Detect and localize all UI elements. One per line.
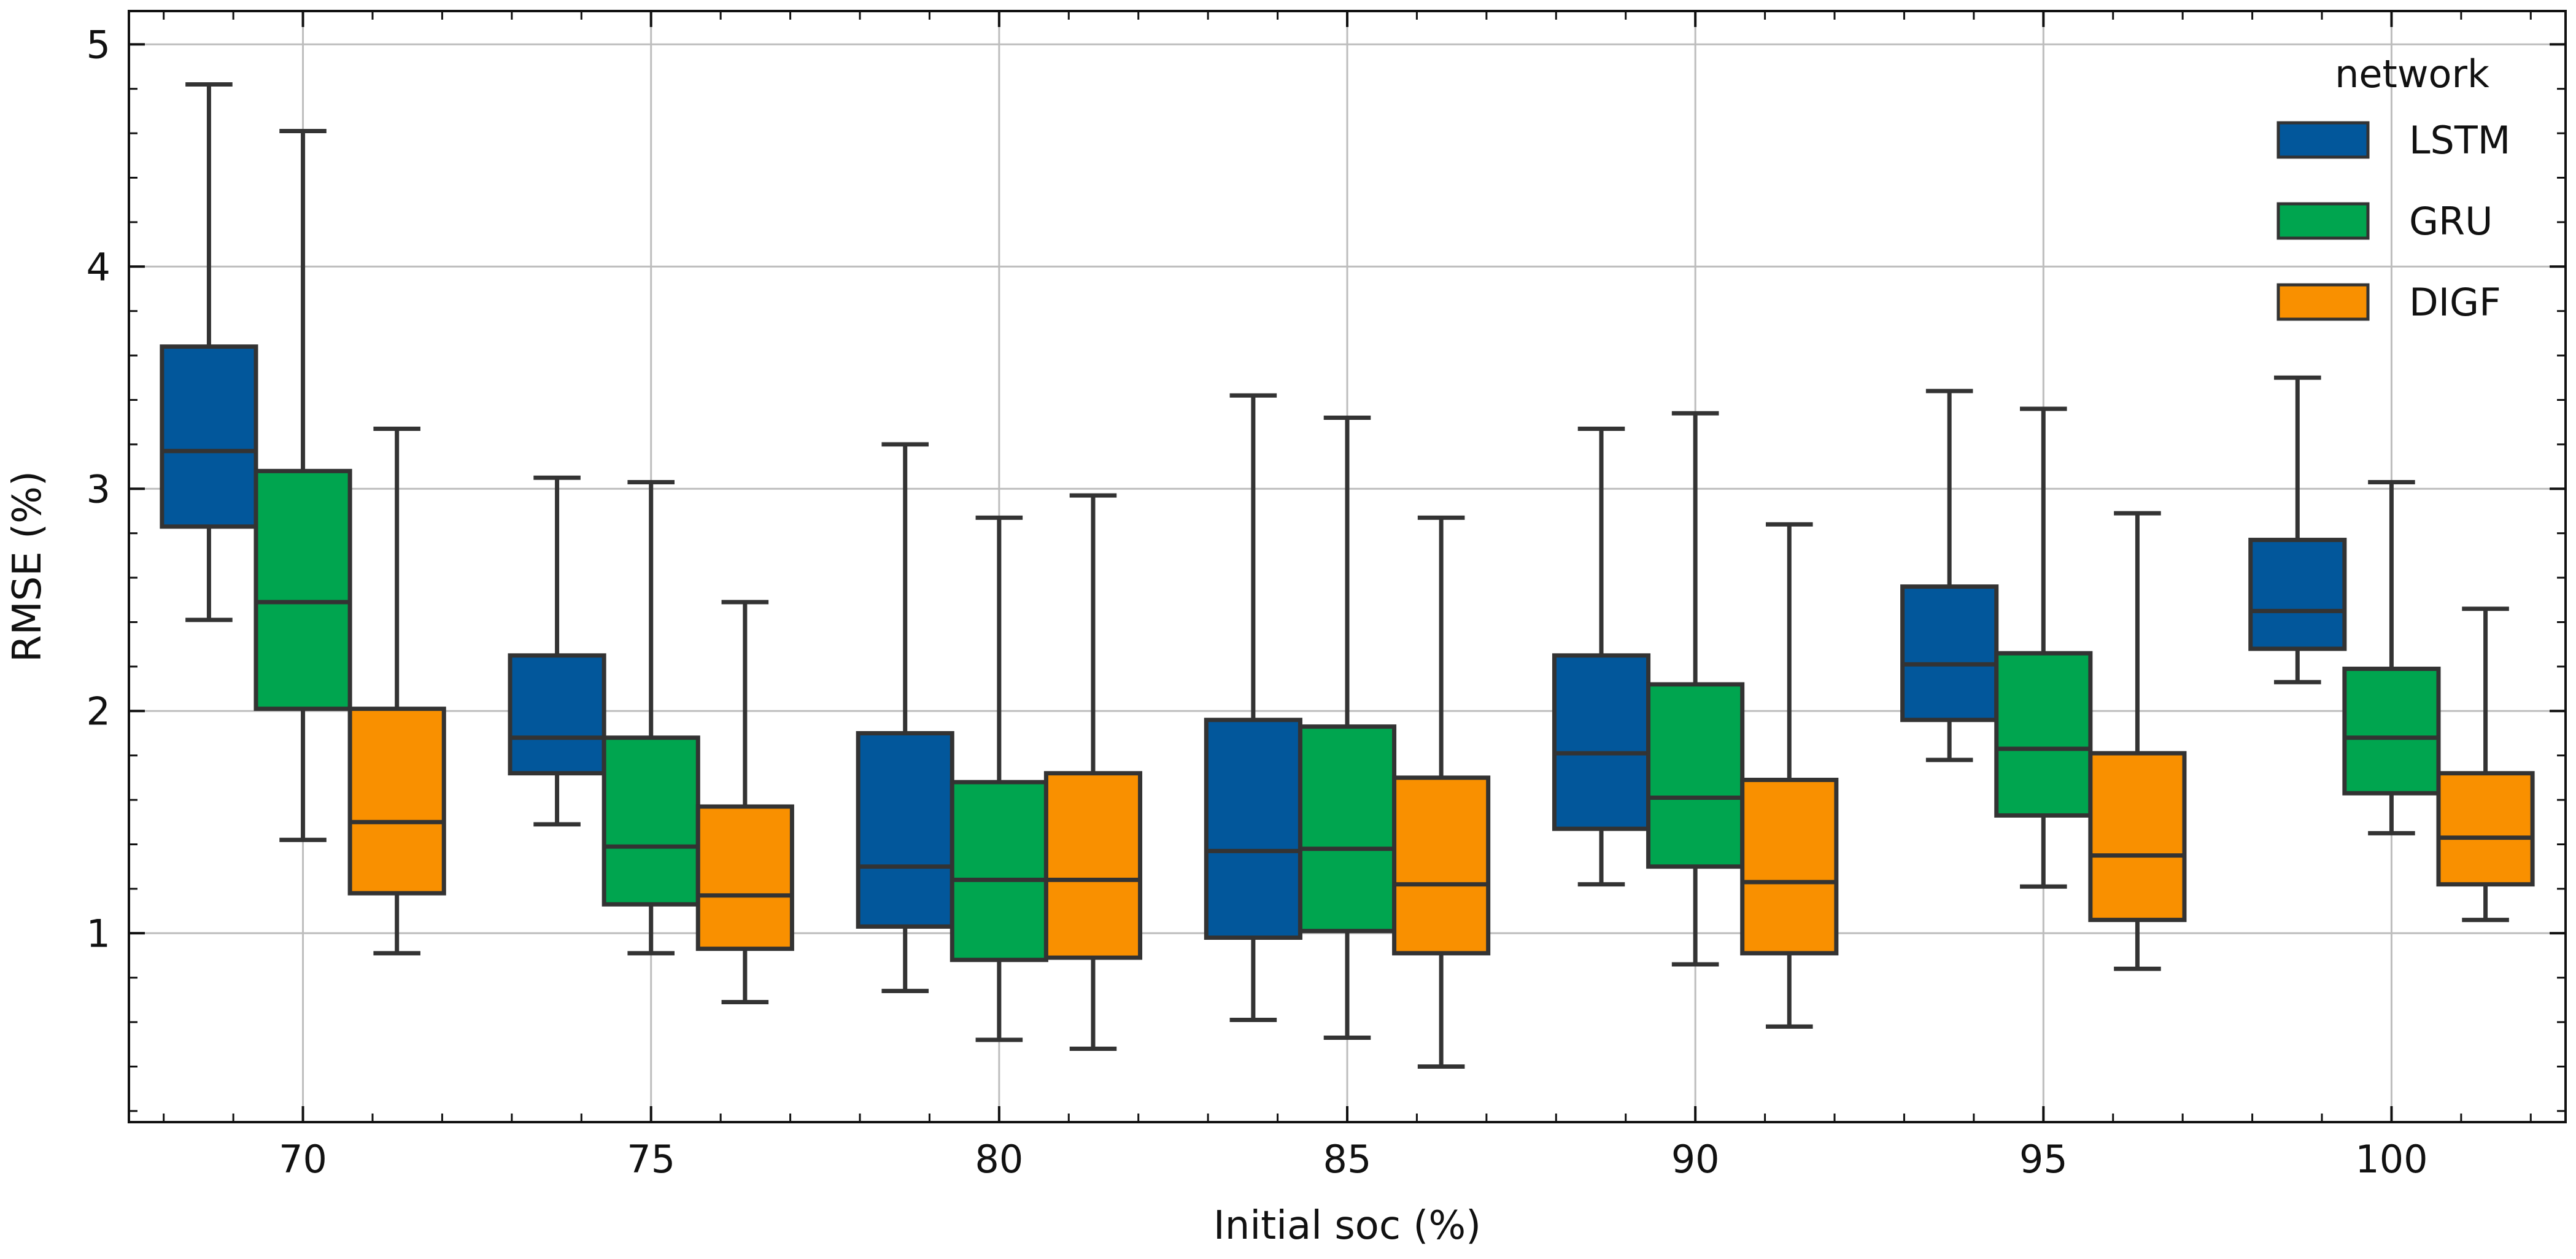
box-lstm-75 xyxy=(508,475,606,827)
box-gru-90 xyxy=(1646,411,1745,967)
tick-layer: 1 2 3 4 5 70 75 80 85 90 95 100 xyxy=(87,11,2566,1182)
box-digf-95 xyxy=(2088,511,2187,971)
box-gru-85 xyxy=(1298,415,1397,1040)
box-lstm-70 xyxy=(160,82,258,622)
box-gru-75 xyxy=(601,479,700,956)
x-tick-label: 95 xyxy=(2019,1137,2068,1182)
x-tick-label: 80 xyxy=(975,1137,1023,1182)
box-lstm-85 xyxy=(1204,393,1302,1022)
box-digf-80 xyxy=(1043,493,1143,1052)
box-iqr xyxy=(1392,775,1491,956)
y-tick-label: 2 xyxy=(87,689,110,734)
y-tick-label: 5 xyxy=(87,22,110,67)
legend-swatch-lstm xyxy=(2276,121,2370,159)
box-iqr xyxy=(1043,771,1143,960)
box-iqr xyxy=(1994,651,2093,818)
y-tick-label: 1 xyxy=(87,911,110,956)
y-tick-label: 3 xyxy=(87,467,110,511)
box-iqr xyxy=(1298,724,1397,934)
box-iqr xyxy=(347,707,446,896)
legend-label-lstm: LSTM xyxy=(2409,118,2510,163)
legend-label-gru: GRU xyxy=(2409,199,2493,244)
box-lstm-95 xyxy=(1900,389,1999,762)
box-iqr xyxy=(1646,682,1745,869)
box-lstm-80 xyxy=(856,442,954,993)
box-gru-80 xyxy=(950,515,1048,1042)
legend-swatch-digf xyxy=(2276,283,2370,321)
box-lstm-90 xyxy=(1552,427,1651,887)
box-iqr xyxy=(2088,751,2187,923)
box-iqr xyxy=(1740,778,1839,956)
box-iqr xyxy=(695,804,794,951)
box-digf-90 xyxy=(1740,522,1839,1029)
box-digf-100 xyxy=(2436,606,2535,923)
y-axis-label: RMSE (%) xyxy=(5,471,50,662)
box-iqr xyxy=(253,468,352,711)
legend-title: network xyxy=(2335,52,2489,96)
x-tick-label: 90 xyxy=(1671,1137,1720,1182)
box-iqr xyxy=(856,731,954,929)
x-tick-label: 75 xyxy=(627,1137,675,1182)
box-iqr xyxy=(950,780,1048,963)
box-iqr xyxy=(1552,653,1651,831)
box-iqr xyxy=(160,344,258,529)
box-layer xyxy=(160,82,2535,1069)
box-iqr xyxy=(1204,718,1302,940)
x-axis-label: Initial soc (%) xyxy=(1213,1203,1481,1249)
box-iqr xyxy=(2342,667,2441,796)
legend-label-digf: DIGF xyxy=(2409,280,2501,325)
box-iqr xyxy=(508,653,606,776)
box-gru-100 xyxy=(2342,479,2441,835)
box-iqr xyxy=(1900,584,1999,722)
box-gru-70 xyxy=(253,128,352,842)
box-iqr xyxy=(601,735,700,907)
box-digf-75 xyxy=(695,600,794,1005)
legend: network LSTM GRU DIGF xyxy=(2276,52,2510,325)
x-tick-label: 85 xyxy=(1323,1137,1372,1182)
x-tick-label: 70 xyxy=(279,1137,327,1182)
legend-swatch-gru xyxy=(2276,202,2370,240)
x-tick-label: 100 xyxy=(2355,1137,2427,1182)
box-iqr xyxy=(2248,538,2347,651)
box-lstm-100 xyxy=(2248,375,2347,684)
box-digf-70 xyxy=(347,427,446,956)
box-gru-95 xyxy=(1994,406,2093,889)
box-iqr xyxy=(2436,771,2535,887)
y-tick-label: 4 xyxy=(87,244,110,289)
box-digf-85 xyxy=(1392,515,1491,1069)
